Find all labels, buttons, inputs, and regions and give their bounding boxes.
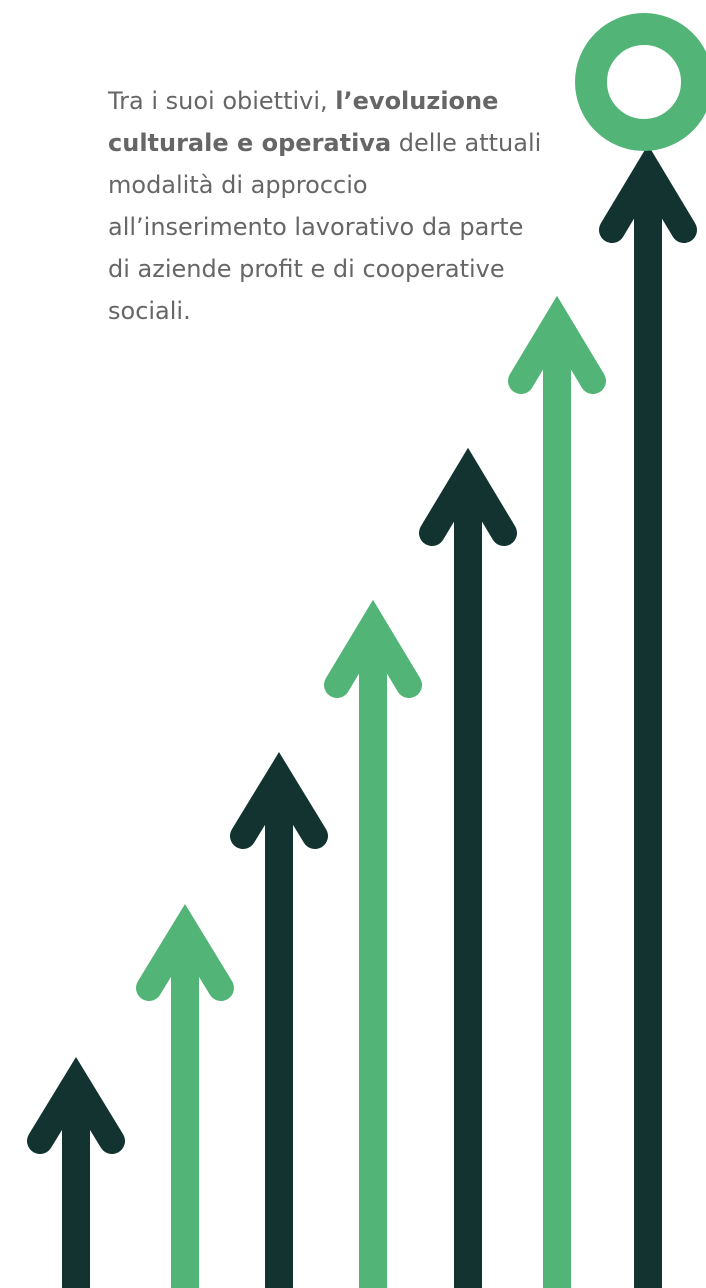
arrow-up-icon bbox=[27, 1057, 125, 1288]
arrow-up-icon bbox=[419, 447, 517, 1288]
intro-prefix: Tra i suoi obiettivi, bbox=[108, 87, 336, 115]
intro-suffix: delle attuali modalità di approccio all’… bbox=[108, 129, 542, 325]
ring-icon bbox=[575, 13, 706, 151]
arrow-up-icon bbox=[599, 144, 697, 1288]
intro-text: Tra i suoi obiettivi, l’evoluzione cultu… bbox=[108, 80, 548, 332]
intro-highlight: l’evoluzione culturale e operativa bbox=[108, 87, 499, 157]
growth-arrows bbox=[27, 144, 697, 1288]
arrow-up-icon bbox=[324, 599, 422, 1288]
arrow-up-icon bbox=[136, 904, 234, 1288]
arrow-up-icon bbox=[230, 752, 328, 1288]
arrow-up-icon bbox=[508, 295, 606, 1288]
